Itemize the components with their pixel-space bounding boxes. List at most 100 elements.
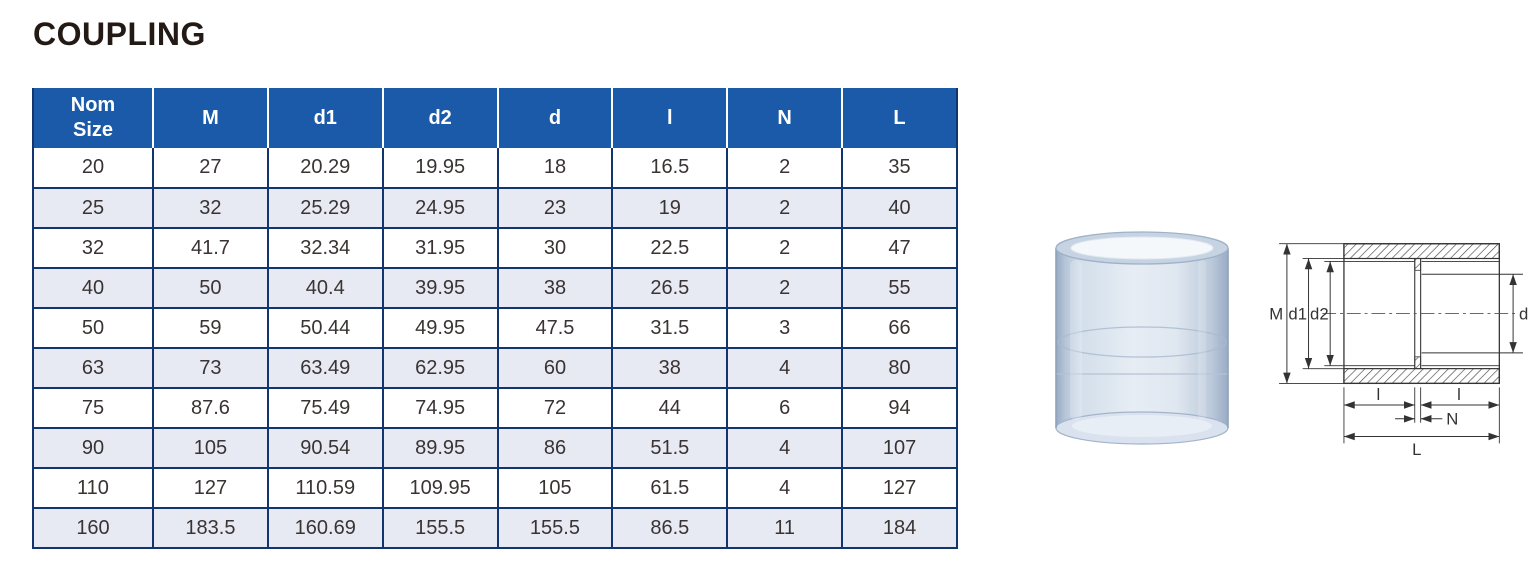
table-cell: 86 [496,427,613,468]
table-row: 25 32 25.29 24.95 23 19 2 40 [33,187,957,228]
table-cell: 32.34 [266,227,383,268]
table-row: 50 59 50.44 49.95 47.5 31.5 3 66 [33,307,957,348]
table-row: 110 127 110.59 109.95 105 61.5 4 127 [33,467,957,508]
table-cell: 94 [841,387,957,428]
table-row: 32 41.7 32.34 31.95 30 22.5 2 47 [33,227,957,268]
dim-label-d2: d2 [1310,304,1329,323]
table-cell: 26.5 [611,267,728,308]
table-cell: 4 [726,467,843,508]
table-cell: 35 [841,148,957,188]
table-cell: 86.5 [611,507,728,548]
table-cell: 107 [841,427,957,468]
table-cell: 66 [841,307,957,348]
table-cell: 160 [33,507,153,548]
table-cell: 50 [33,307,153,348]
table-cell: 105 [496,467,613,508]
table-cell: 2 [726,227,843,268]
wall-top-hatch [1343,243,1500,260]
table-cell: 31.5 [611,307,728,348]
table-cell: 2 [726,267,843,308]
table-cell: 72 [496,387,613,428]
table-cell: 41.7 [152,227,268,268]
dim-label-l-left: l [1377,385,1381,404]
table-cell: 4 [726,347,843,388]
table-cell: 3 [726,307,843,348]
table-cell: 75.49 [266,387,383,428]
table-cell: 40 [33,267,153,308]
table-cell: 160.69 [266,507,383,548]
table-row: 75 87.6 75.49 74.95 72 44 6 94 [33,387,957,428]
table-cell: 184 [841,507,957,548]
table-cell: 19 [611,187,728,228]
dim-label-d1: d1 [1288,304,1307,323]
dim-label-l-right: l [1457,385,1461,404]
table-cell: 55 [841,267,957,308]
table-cell: 16.5 [611,148,728,188]
table-cell: 89.95 [381,427,498,468]
table-cell: 38 [496,267,613,308]
table-cell: 60 [496,347,613,388]
table-cell: 44 [611,387,728,428]
table-cell: 183.5 [152,507,268,548]
table-cell: 18 [496,148,613,188]
column-header-l: l [611,88,728,148]
column-header-m: M [152,88,268,148]
table-cell: 75 [33,387,153,428]
table-row: 20 27 20.29 19.95 18 16.5 2 35 [33,148,957,188]
table-cell: 31.95 [381,227,498,268]
table-cell: 4 [726,427,843,468]
ridge-bottom-hatch [1414,356,1422,370]
dim-label-N: N [1446,410,1458,429]
dim-label-d: d [1519,304,1528,323]
table-cell: 40 [841,187,957,228]
table-cell: 25.29 [266,187,383,228]
table-cell: 63.49 [266,347,383,388]
dim-label-L: L [1412,440,1421,459]
table-cell: 59 [152,307,268,348]
table-cell: 110 [33,467,153,508]
table-cell: 109.95 [381,467,498,508]
table-cell: 63 [33,347,153,388]
table-cell: 47.5 [496,307,613,348]
table-cell: 50.44 [266,307,383,348]
column-header-l: L [841,88,957,148]
table-cell: 61.5 [611,467,728,508]
table-cell: 155.5 [496,507,613,548]
table-cell: 80 [841,347,957,388]
table-cell: 87.6 [152,387,268,428]
ridge-top-hatch [1414,258,1422,271]
table-cell: 39.95 [381,267,498,308]
coupling-photo [1046,226,1238,450]
table-cell: 127 [841,467,957,508]
table-cell: 22.5 [611,227,728,268]
table-cell: 6 [726,387,843,428]
table-cell: 74.95 [381,387,498,428]
table-cell: 27 [152,148,268,188]
table-cell: 90.54 [266,427,383,468]
column-header-d2: d2 [381,88,498,148]
column-header-d: d [496,88,613,148]
table-cell: 49.95 [381,307,498,348]
table-cell: 25 [33,187,153,228]
table-cell: 30 [496,227,613,268]
table-cell: 155.5 [381,507,498,548]
table-cell: 105 [152,427,268,468]
table-cell: 73 [152,347,268,388]
column-header-nom-size: Nom Size [33,88,153,148]
table-cell: 127 [152,467,268,508]
table-cell: 32 [152,187,268,228]
dimension-diagram: M d1 d2 d l l N L [1262,228,1538,466]
table-cell: 38 [611,347,728,388]
page-title: COUPLING [33,16,206,52]
table-cell: 19.95 [381,148,498,188]
dimension-diagram-image: M d1 d2 d l l N L [1269,243,1528,459]
table-cell: 24.95 [381,187,498,228]
table-cell: 23 [496,187,613,228]
table-cell: 20.29 [266,148,383,188]
table-cell: 32 [33,227,153,268]
table-cell: 2 [726,148,843,188]
column-header-n: N [726,88,843,148]
